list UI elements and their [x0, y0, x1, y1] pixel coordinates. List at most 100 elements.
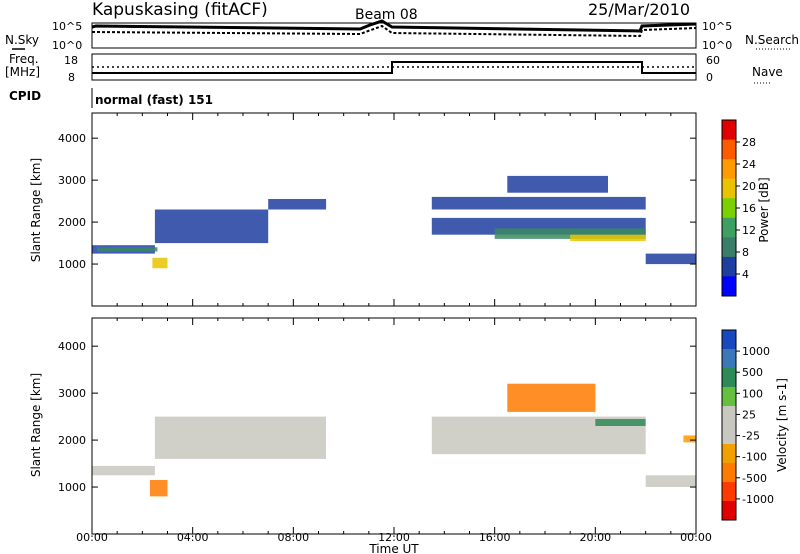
velocity-colorbar-frame: [721, 329, 737, 521]
power-colorbar-swatch-6: [722, 237, 736, 258]
velocity-colorbar: 1000 500 100 25 -25 -100 -500 -1000: [721, 329, 774, 521]
power-colorbar-tick-label-3: 16: [742, 202, 756, 215]
power-colorbar-swatch-0: [722, 120, 736, 141]
power-ytick-label-3: 1000: [58, 258, 86, 271]
power-ytick-label-0: 4000: [58, 132, 86, 145]
velocity-ylabel: Slant Range [km]: [29, 373, 43, 477]
station-title: Kapuskasing (fitACF): [92, 0, 268, 20]
power-echo-band-1: [97, 247, 158, 252]
velocity-colorbar-swatch-1: [722, 349, 736, 369]
x-tick-label-3: 12:00: [378, 531, 410, 544]
power-echo-band-10: [645, 253, 696, 265]
velocity-colorbar-tick-label-7: -1000: [742, 493, 774, 506]
beam-title: Beam 08: [355, 7, 418, 23]
power-colorbar-swatch-5: [722, 217, 736, 238]
x-tick-label-1: 04:00: [177, 531, 209, 544]
noise-left-tick-top: 10^5: [52, 20, 82, 33]
power-ylabel: Slant Range [km]: [29, 158, 43, 262]
power-colorbar-tick-label-6: 4: [742, 268, 749, 281]
velocity-colorbar-swatch-9: [722, 501, 736, 521]
velocity-colorbar-swatch-2: [722, 368, 736, 388]
freq-left-tick-top: 18: [64, 54, 78, 67]
power-ytick-label-2: 2000: [58, 216, 86, 229]
velocity-colorbar-label: Velocity [m s-1]: [775, 378, 789, 472]
velocity-colorbar-swatch-6: [722, 444, 736, 464]
velocity-colorbar-tick-label-5: -100: [742, 451, 767, 464]
power-colorbar: 28 24 20 16 12 8 4: [721, 119, 756, 297]
noise-left-label: N.Sky: [5, 33, 39, 47]
velocity-echo-band-6: [645, 475, 696, 487]
velocity-marks: [92, 383, 696, 497]
velocity-colorbar-swatch-8: [722, 482, 736, 502]
noise-left-tick-bottom: 10^0: [52, 39, 82, 52]
velocity-echo-band-0: [92, 465, 155, 476]
x-tick-labels: 00:00 04:00 08:00 12:00 16:00 20:00 00:00: [76, 531, 712, 544]
freq-right-tick-top: 60: [706, 54, 720, 67]
power-colorbar-swatch-8: [722, 276, 736, 297]
velocity-ytick-label-1: 3000: [58, 387, 86, 400]
power-colorbar-label: Power [dB]: [757, 177, 771, 242]
cpid-label: CPID: [9, 89, 41, 103]
freq-left-label-2: [MHz]: [5, 65, 40, 79]
velocity-echo-band-7: [683, 435, 696, 443]
freq-left-label-1: Freq.: [9, 52, 39, 66]
velocity-colorbar-swatch-5: [722, 425, 736, 445]
velocity-colorbar-swatch-7: [722, 463, 736, 483]
power-colorbar-swatch-1: [722, 139, 736, 160]
power-echo-band-3: [154, 209, 269, 244]
noise-right-label: N.Search: [745, 33, 799, 47]
velocity-colorbar-tick-label-1: 500: [742, 366, 763, 379]
velocity-ytick-label-0: 4000: [58, 340, 86, 353]
cpid-value: normal (fast) 151: [95, 93, 213, 107]
power-xticks: [91, 113, 697, 306]
x-tick-label-0: 00:00: [76, 531, 108, 544]
velocity-echo-band-2: [149, 480, 168, 497]
x-tick-label-6: 00:00: [680, 531, 712, 544]
x-tick-label-4: 16:00: [479, 531, 511, 544]
power-colorbar-swatch-3: [722, 178, 736, 199]
freq-left-tick-bottom: 8: [68, 71, 75, 84]
date-title: 25/Mar/2010: [588, 0, 690, 19]
velocity-colorbar-tick-label-3: 25: [742, 408, 756, 421]
velocity-echo-band-1: [154, 416, 326, 459]
power-colorbar-tick-label-1: 24: [742, 158, 756, 171]
velocity-colorbar-swatch-4: [722, 406, 736, 426]
noise-panel-frame: [91, 22, 697, 49]
nave-right-label: Nave: [752, 65, 783, 79]
x-axis-label: Time UT: [368, 542, 419, 554]
power-colorbar-tick-label-2: 20: [742, 180, 756, 193]
velocity-ytick-label-2: 2000: [58, 434, 86, 447]
power-echo-band-2: [152, 257, 168, 269]
power-yticks: 4000 3000 2000 1000: [58, 132, 696, 271]
power-colorbar-tick-label-0: 28: [742, 136, 756, 149]
velocity-colorbar-tick-label-6: -500: [742, 472, 767, 485]
freq-right-tick-bottom: 0: [706, 71, 713, 84]
power-marks: [92, 175, 696, 269]
noise-right-tick-top: 10^5: [702, 20, 732, 33]
power-colorbar-swatch-7: [722, 256, 736, 277]
velocity-yticks: 4000 3000 2000 1000: [58, 340, 696, 494]
power-echo-band-4: [268, 199, 327, 210]
power-ytick-label-1: 3000: [58, 174, 86, 187]
noise-sky-trace: [91, 19, 697, 33]
power-colorbar-swatch-2: [722, 159, 736, 180]
power-echo-band-5: [431, 196, 646, 210]
power-colorbar-tick-label-4: 12: [742, 224, 756, 237]
noise-search-trace: [91, 24, 697, 38]
velocity-echo-band-4: [507, 383, 596, 412]
power-echo-band-7: [494, 228, 646, 239]
velocity-ytick-label-3: 1000: [58, 481, 86, 494]
power-colorbar-swatch-4: [722, 198, 736, 219]
velocity-echo-band-5: [595, 419, 646, 426]
velocity-colorbar-tick-label-2: 100: [742, 387, 763, 400]
x-tick-label-2: 08:00: [277, 531, 309, 544]
noise-right-tick-bottom: 10^0: [702, 39, 732, 52]
velocity-colorbar-swatch-0: [722, 330, 736, 350]
power-colorbar-tick-label-5: 8: [742, 246, 749, 259]
velocity-colorbar-tick-label-4: -25: [742, 430, 760, 443]
power-echo-band-8: [570, 234, 646, 241]
velocity-colorbar-swatch-3: [722, 387, 736, 407]
velocity-xticks: [91, 318, 697, 534]
freq-trace: [92, 61, 696, 74]
